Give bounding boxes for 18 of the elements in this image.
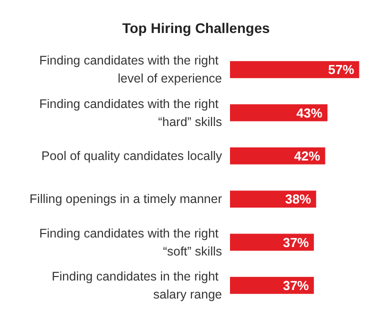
bar [230,276,314,294]
data-label: 42% [294,148,321,164]
bar [230,147,326,164]
data-label: 37% [282,278,310,293]
bar [230,104,328,122]
bar [230,61,360,78]
bar [230,234,314,251]
y-tick-label: Filling openings in a timely manner [30,192,222,206]
y-tick-label: Finding candidates with the right “soft” skills [39,226,222,258]
data-label: 38% [285,192,312,207]
data-label: 57% [328,62,355,78]
data-label: 37% [282,234,310,250]
y-tick-label: Finding candidates with the right level of experience [39,54,222,86]
chart-title: Top Hiring Challenges [122,20,270,36]
data-label: 43% [296,105,323,120]
y-tick-label: Finding candidates with the right “hard” skills [39,96,222,129]
y-tick-label: Finding candidates in the right salary range [52,269,222,302]
y-tick-label: Pool of quality candidates locally [41,148,223,163]
